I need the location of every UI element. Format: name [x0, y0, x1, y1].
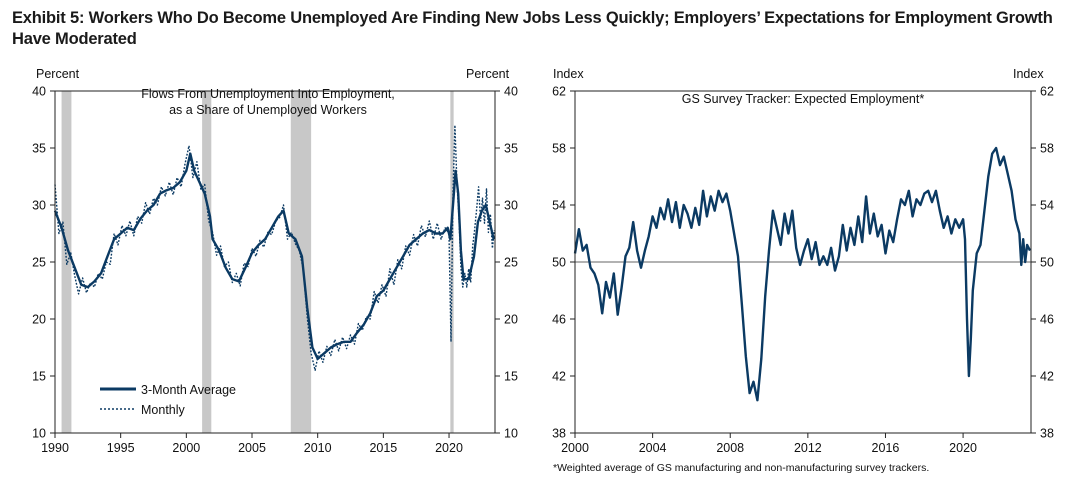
xtick-label: 2000	[561, 441, 589, 455]
ytick-left-label: 10	[32, 427, 46, 441]
ytick-left-label: 35	[32, 142, 46, 156]
ytick-right-label: 25	[504, 256, 518, 270]
ytick-right-label: 50	[1040, 256, 1054, 270]
xtick-label: 2010	[304, 441, 332, 455]
right-chart-title: GS Survey Tracker: Expected Employment*	[682, 92, 925, 106]
ytick-left-label: 38	[552, 427, 566, 441]
ytick-left-label: 54	[552, 199, 566, 213]
right-chart: 38 38 42 42 46 46 50 50 54 54 58 58 62 62 2000 2004 2008…	[552, 67, 1054, 474]
recession-band-1	[61, 91, 72, 433]
ytick-right-label: 15	[504, 370, 518, 384]
left-chart-title-line1: Flows From Unemployment Into Employment,	[141, 87, 395, 101]
ytick-right-label: 38	[1040, 427, 1054, 441]
ytick-right-label: 35	[504, 142, 518, 156]
ytick-right-label: 40	[504, 85, 518, 99]
ytick-left-label: 40	[32, 85, 46, 99]
ytick-left-label: 62	[552, 85, 566, 99]
left-plot-frame	[54, 90, 496, 434]
ytick-right-label: 58	[1040, 142, 1054, 156]
right-axis-ticks: 38 38 42 42 46 46 50 50 54 54 58 58 62 62 2000 2004 2008…	[552, 85, 1054, 456]
ytick-right-label: 62	[1040, 85, 1054, 99]
exhibit-title: Exhibit 5: Workers Who Do Become Unemplo…	[12, 9, 1053, 48]
right-series	[573, 146, 1032, 402]
ytick-left-label: 20	[32, 313, 46, 327]
right-ylabel-left: Index	[553, 67, 584, 81]
xtick-label: 2012	[794, 441, 822, 455]
xtick-label: 1995	[107, 441, 135, 455]
ytick-left-label: 50	[552, 256, 566, 270]
xtick-label: 2020	[949, 441, 977, 455]
ytick-right-label: 42	[1040, 370, 1054, 384]
xtick-label: 2005	[238, 441, 266, 455]
legend-label-monthly: Monthly	[141, 403, 186, 417]
series-line-gs-survey-tracker-expected-employment	[573, 146, 1032, 402]
right-plot-frame	[574, 90, 1032, 434]
xtick-label: 2015	[369, 441, 397, 455]
xtick-label: 2008	[716, 441, 744, 455]
ytick-left-label: 30	[32, 199, 46, 213]
left-legend: 3-Month Average Monthly	[100, 383, 236, 417]
xtick-label: 2000	[172, 441, 200, 455]
left-ylabel-right: Percent	[466, 67, 510, 81]
ytick-left-label: 42	[552, 370, 566, 384]
ytick-right-label: 54	[1040, 199, 1054, 213]
ytick-right-label: 46	[1040, 313, 1054, 327]
recession-band-2	[202, 91, 212, 433]
ytick-left-label: 58	[552, 142, 566, 156]
ytick-right-label: 20	[504, 313, 518, 327]
right-footnote: *Weighted average of GS manufacturing an…	[553, 462, 929, 474]
xtick-label: 2016	[872, 441, 900, 455]
ytick-right-label: 10	[504, 427, 518, 441]
xtick-label: 2020	[435, 441, 463, 455]
series-line-monthly	[54, 124, 495, 371]
left-ylabel-left: Percent	[36, 67, 80, 81]
xtick-label: 2004	[639, 441, 667, 455]
series-line-3-month-average	[53, 152, 495, 361]
left-series	[53, 124, 495, 371]
recession-band-3	[290, 91, 312, 433]
recession-shading	[61, 91, 454, 433]
xtick-label: 1990	[41, 441, 69, 455]
right-ylabel-right: Index	[1013, 67, 1044, 81]
ytick-left-label: 15	[32, 370, 46, 384]
ytick-left-label: 46	[552, 313, 566, 327]
ytick-left-label: 25	[32, 256, 46, 270]
left-chart-title-line2: as a Share of Unemployed Workers	[169, 103, 367, 117]
ytick-right-label: 30	[504, 199, 518, 213]
legend-label-3-month-average: 3-Month Average	[141, 383, 236, 397]
